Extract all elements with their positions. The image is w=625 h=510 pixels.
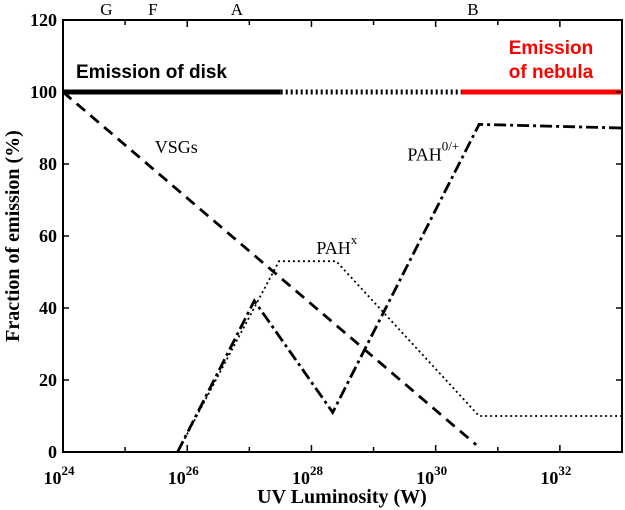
- series-annotation: PAHx: [316, 232, 357, 258]
- series-annotation: VSGs: [155, 137, 198, 157]
- annotations: VSGs PAHx PAH0/+: [155, 137, 459, 258]
- y-axis: 0 20 40 60 80 100 120: [30, 10, 622, 462]
- y-tick-label: 120: [30, 10, 57, 30]
- y-tick-label: 100: [30, 82, 57, 102]
- x-tick-label: 1028: [292, 463, 324, 488]
- spectral-type-label: A: [231, 0, 244, 19]
- series-annotation: PAH0/+: [407, 138, 459, 164]
- x-axis: 1024 1026 1028 1030 1032: [44, 20, 623, 488]
- band-layer: Emission of disk Emission of nebula: [63, 38, 622, 95]
- series-line-pah0-: [176, 122, 623, 453]
- y-tick-label: 40: [39, 298, 57, 318]
- x-tick-label: 1030: [416, 463, 447, 488]
- y-tick-label: 80: [39, 154, 57, 174]
- spectral-type-label: B: [467, 0, 478, 19]
- x-tick-label: 1024: [44, 463, 76, 488]
- y-tick-label: 0: [48, 442, 57, 462]
- plot-frame: [62, 19, 623, 453]
- y-tick-label: 60: [39, 226, 57, 246]
- series-line-pahx: [176, 260, 622, 453]
- band-label-disk: Emission of disk: [76, 62, 227, 83]
- x-tick-label: 1026: [168, 463, 200, 488]
- series-layer: [62, 90, 623, 453]
- x-tick-label: 1032: [540, 463, 571, 488]
- spectral-type-label: F: [148, 0, 157, 19]
- y-axis-title: Fraction of emission (%): [2, 130, 24, 342]
- y-tick-label: 20: [39, 370, 57, 390]
- x-axis-title: UV Luminosity (W): [257, 486, 427, 508]
- series-line-vsgs: [62, 90, 478, 446]
- band-label-nebula: Emission of nebula: [509, 38, 594, 83]
- spectral-type-label: G: [100, 0, 112, 19]
